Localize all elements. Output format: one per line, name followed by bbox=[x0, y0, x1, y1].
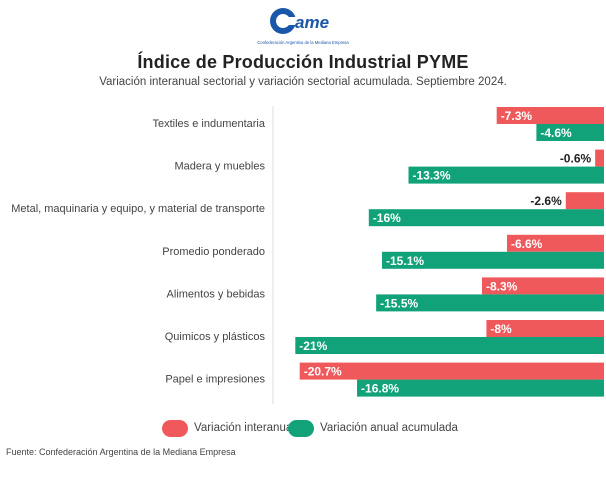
bar-acumulada bbox=[536, 124, 604, 141]
category-label: Metal, maquinaria y equipo, y material d… bbox=[11, 203, 265, 215]
bar-interanual bbox=[595, 149, 604, 167]
category-label: Papel e impresiones bbox=[165, 374, 265, 386]
data-label-acumulada: -4.6% bbox=[540, 126, 572, 140]
source-note: Fuente: Confederación Argentina de la Me… bbox=[6, 447, 236, 457]
bar-interanual bbox=[481, 277, 604, 295]
data-label-acumulada: -13.3% bbox=[412, 169, 450, 183]
bar-interanual bbox=[565, 192, 604, 210]
data-label-acumulada: -16.8% bbox=[361, 382, 399, 396]
data-label-acumulada: -15.1% bbox=[386, 254, 424, 268]
bar-interanual bbox=[496, 107, 604, 124]
bar-interanual bbox=[299, 362, 604, 380]
category-label: Madera y muebles bbox=[175, 161, 266, 173]
chart-subtitle: Variación interanual sectorial y variaci… bbox=[99, 76, 507, 88]
svg-text:ame: ame bbox=[295, 13, 329, 32]
legend-item-acumulada: Variación anual acumulada bbox=[288, 418, 458, 438]
data-label-interanual: -20.7% bbox=[304, 365, 342, 379]
bar-acumulada bbox=[357, 379, 604, 397]
data-label-interanual: -8% bbox=[490, 322, 512, 336]
category-label: Alimentos y bebidas bbox=[167, 288, 266, 300]
data-label-interanual: -8.3% bbox=[486, 279, 518, 293]
data-label-interanual: -6.6% bbox=[511, 237, 543, 251]
data-label-acumulada: -16% bbox=[373, 211, 401, 225]
bar-interanual bbox=[486, 320, 604, 337]
data-label-interanual: -2.6% bbox=[530, 194, 562, 208]
data-label-acumulada: -15.5% bbox=[380, 296, 418, 310]
legend-swatch-acumulada bbox=[288, 419, 314, 437]
category-label: Quimicos y plásticos bbox=[165, 331, 266, 343]
category-label: Textiles e indumentaria bbox=[152, 118, 265, 130]
legend-label-acumulada: Variación anual acumulada bbox=[320, 422, 458, 434]
bar-acumulada bbox=[382, 251, 604, 269]
bar-acumulada bbox=[376, 294, 604, 312]
bar-acumulada bbox=[368, 209, 604, 227]
category-label: Promedio ponderado bbox=[162, 246, 265, 258]
legend-swatch-interanual bbox=[162, 419, 188, 437]
logo-tagline: Confederación Argentina de la Mediana Em… bbox=[257, 40, 349, 45]
data-label-interanual: -0.6% bbox=[560, 152, 592, 166]
chart-title: Índice de Producción Industrial PYME bbox=[137, 52, 469, 72]
data-label-acumulada: -21% bbox=[299, 339, 327, 353]
bar-acumulada bbox=[295, 337, 604, 354]
legend-label-interanual: Variación interanual bbox=[194, 422, 295, 434]
data-label-interanual: -7.3% bbox=[501, 109, 533, 123]
bar-acumulada bbox=[408, 166, 604, 184]
came-logo: ame Confederación Argentina de la Median… bbox=[257, 8, 349, 45]
bar-interanual bbox=[506, 234, 604, 252]
legend-item-interanual: Variación interanual bbox=[162, 418, 295, 438]
